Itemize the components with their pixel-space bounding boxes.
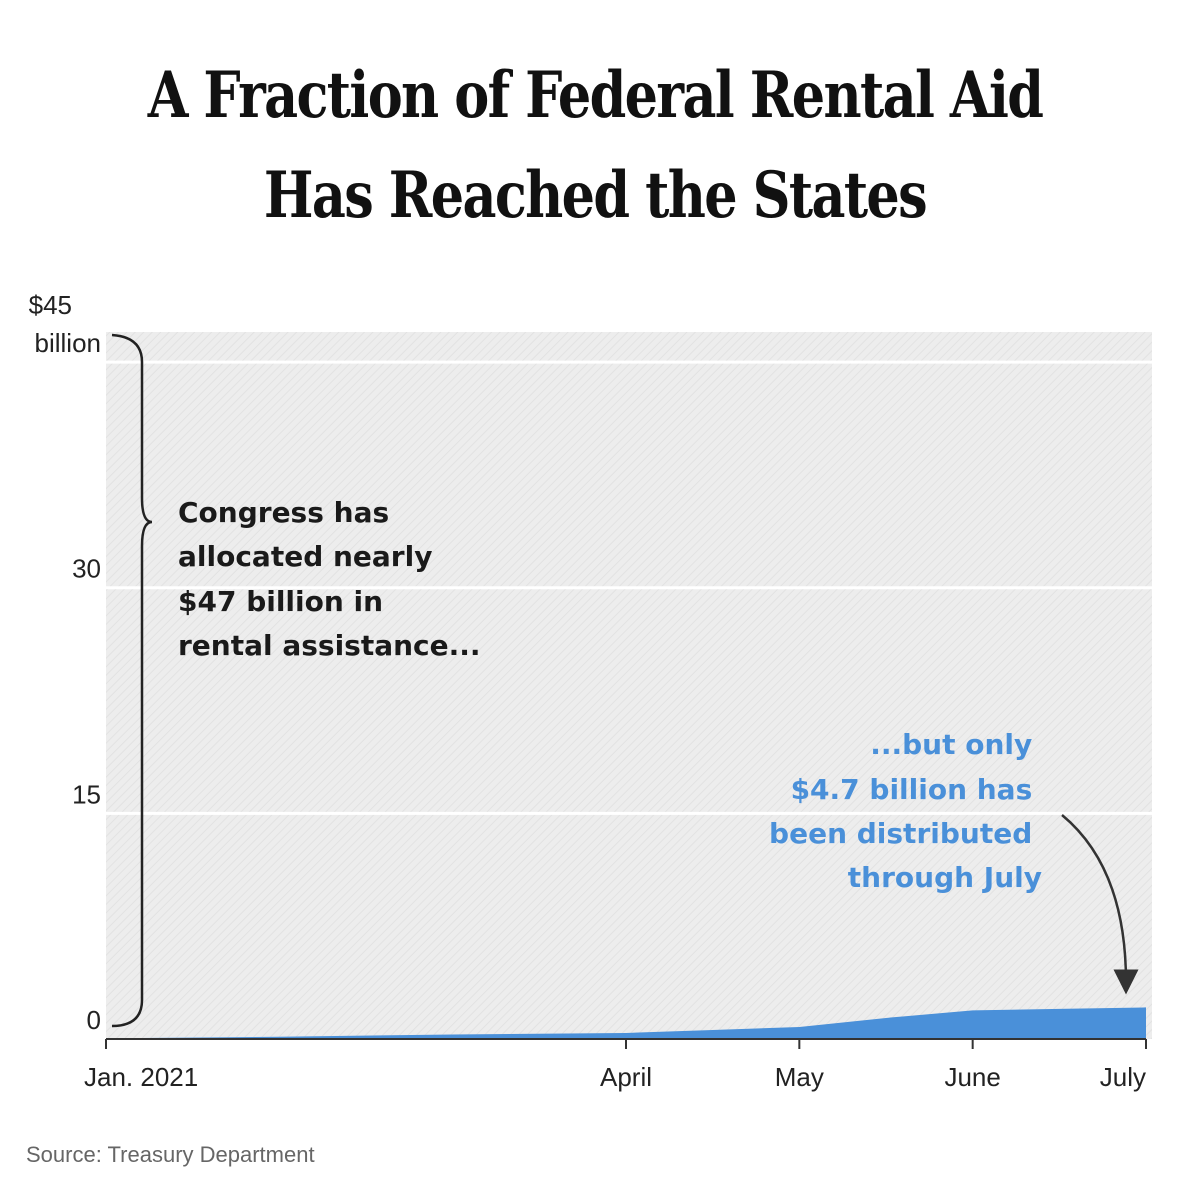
allocation-brace — [111, 333, 153, 1028]
x-axis: Jan. 2021 April May June July — [84, 1039, 1147, 1092]
distributed-annotation-line: $4.7 billion has — [791, 773, 1033, 806]
y-axis: 0 15 30 $45 billion — [29, 290, 101, 1035]
allocated-annotation-line: rental assistance... — [178, 629, 481, 662]
allocated-annotation-line: $47 billion in — [178, 585, 383, 618]
distributed-annotation: ...but only $4.7 billion has been distri… — [769, 728, 1042, 894]
distributed-annotation-line: ...but only — [870, 728, 1032, 761]
x-tick-label: July — [1100, 1062, 1146, 1092]
y-tick-label-value: $45 — [29, 290, 72, 320]
plot-background — [106, 332, 1152, 1039]
allocated-annotation-line: allocated nearly — [178, 540, 432, 573]
distributed-annotation-line: through July — [848, 861, 1042, 894]
allocated-annotation: Congress has allocated nearly $47 billio… — [178, 496, 481, 662]
y-tick-label: $45 billion — [29, 290, 101, 358]
allocated-annotation-line: Congress has — [178, 496, 389, 529]
x-tick-label: April — [600, 1062, 652, 1092]
y-tick-label: 15 — [72, 779, 101, 809]
x-tick-label: Jan. 2021 — [84, 1062, 198, 1092]
distributed-aid-area — [106, 1007, 1146, 1039]
annotation-arrow — [1061, 814, 1139, 995]
distributed-annotation-line: been distributed — [769, 817, 1032, 850]
y-tick-label: 30 — [72, 554, 101, 584]
chart-title-line-1: A Fraction of Federal Rental Aid — [147, 58, 1044, 133]
x-tick-label: May — [775, 1062, 824, 1092]
gridlines — [106, 360, 1156, 815]
source-note: Source: Treasury Department — [26, 1142, 315, 1167]
x-tick-label: June — [944, 1062, 1000, 1092]
chart-title-line-2: Has Reached the States — [263, 158, 928, 233]
y-tick-label: 0 — [87, 1005, 101, 1035]
y-tick-label-unit: billion — [35, 328, 102, 358]
